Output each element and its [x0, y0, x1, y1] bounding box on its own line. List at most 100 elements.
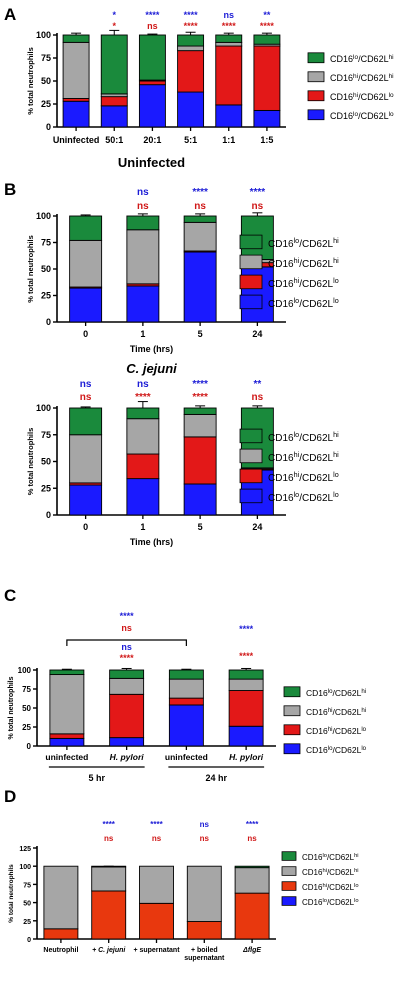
- bar-segment-gray: [183, 221, 217, 252]
- legend-label: CD16hi/CD62Lhi: [302, 868, 359, 877]
- x-category-label: 5:1: [184, 135, 197, 145]
- x-category-label: uninfected: [165, 752, 208, 762]
- bar-segment-red: [100, 96, 128, 107]
- bar-segment-green: [91, 865, 127, 868]
- x-category-label: 5: [198, 329, 203, 339]
- bar-segment-green: [138, 34, 166, 81]
- bar-segment-blue: [69, 287, 103, 323]
- bar-segment-blue: [126, 285, 160, 323]
- bar-segment-green: [253, 34, 281, 45]
- bar-segment-red: [49, 733, 85, 739]
- bar-segment-red: [138, 80, 166, 86]
- chart-panel-b: 0 25 50 75 100 % total neutrophils 0 1 ns ns 5 ****…: [26, 155, 339, 354]
- bar-segment-blue: [100, 105, 128, 128]
- bar-segment-blue: [253, 109, 281, 128]
- significance-label-red: ns: [104, 834, 114, 843]
- legend-swatch-gray: [281, 866, 297, 876]
- bar-segment-gray: [43, 865, 79, 930]
- legend-swatch-red: [307, 90, 325, 102]
- bar-segment-gray: [186, 865, 222, 922]
- legend-label: CD16lo/CD62Lhi: [268, 236, 339, 251]
- significance-label-red: ns: [194, 201, 206, 212]
- legend-label: CD16lo/CD62Llo: [268, 490, 339, 505]
- y-axis-label: % total neutrophils: [26, 47, 35, 115]
- y-tick-label: 100: [19, 864, 31, 871]
- legend-label: CD16hi/CD62Lhi: [268, 450, 339, 465]
- bar-segment-green: [62, 34, 90, 43]
- bar-segment-gray: [49, 674, 85, 735]
- bar-segment-green: [126, 407, 160, 420]
- x-category-label: 5: [198, 522, 203, 532]
- significance-label-red: ****: [260, 21, 275, 31]
- bar-segment-green: [49, 669, 85, 676]
- y-tick-label: 50: [22, 704, 31, 713]
- bar-segment-red: [215, 45, 243, 106]
- x-axis-label: Time (hrs): [130, 537, 173, 547]
- chart-panel-d: 0 25 50 75 100 125 % total neutrophils Neutroph…: [8, 820, 359, 962]
- legend-label: CD16hi/CD62Llo: [330, 92, 394, 103]
- bar-segment-red: [253, 45, 281, 111]
- significance-label-blue: ****: [192, 187, 208, 198]
- legend-label: CD16hi/CD62Llo: [268, 276, 339, 291]
- bar-segment-green: [183, 407, 217, 415]
- legend-swatch-gray: [307, 71, 325, 83]
- chart-panel-a: 0 25 50 75 100% total neutrophils Uninfected 5…: [26, 10, 394, 145]
- bar-segment-gray: [69, 239, 103, 288]
- x-category-label: 1: [140, 329, 145, 339]
- significance-label-blue: ns: [200, 820, 210, 829]
- significance-label-blue: ns: [80, 379, 92, 390]
- legend-swatch-blue: [239, 294, 263, 310]
- y-axis-label: % total neutrophils: [26, 428, 35, 496]
- significance-label-blue: ns: [223, 10, 234, 20]
- bar-segment-gray: [109, 677, 145, 695]
- bar-segment-green: [234, 865, 270, 869]
- y-tick-label: 50: [41, 457, 51, 467]
- panel-letter-a: A: [4, 5, 16, 24]
- bar-segment-blue: [69, 484, 103, 516]
- bar-segment-red: [177, 50, 205, 93]
- bar-segment-green: [228, 669, 264, 680]
- bracket-significance-blue: ****: [120, 611, 135, 621]
- bar-segment-blue: [168, 704, 204, 747]
- bar-segment-red: [168, 697, 204, 706]
- chart-title: Uninfected: [118, 155, 185, 170]
- x-axis-label: Time (hrs): [130, 344, 173, 354]
- legend-label: CD16lo/CD62Llo: [302, 898, 359, 907]
- bar-segment-gray: [69, 434, 103, 484]
- bar-segment-green: [109, 669, 145, 679]
- bar-segment-red: [126, 453, 160, 480]
- significance-label-red: ns: [147, 21, 158, 31]
- bar-segment-blue: [62, 100, 90, 128]
- x-category-label: 50:1: [105, 135, 123, 145]
- significance-label-red: ****: [239, 651, 254, 661]
- x-category-label: 1:1: [222, 135, 235, 145]
- bar-segment-gray: [177, 45, 205, 52]
- significance-label-blue: ns: [121, 642, 132, 652]
- bar-segment-green: [69, 215, 103, 241]
- x-category-label: 24: [252, 522, 262, 532]
- x-category-label: Neutrophil: [43, 947, 78, 954]
- legend-label: CD16lo/CD62Lhi: [330, 54, 394, 65]
- legend-label: CD16hi/CD62Llo: [268, 470, 339, 485]
- significance-label-red: ****: [135, 392, 151, 403]
- legend-swatch-orange_red: [281, 881, 297, 891]
- panel-letter-b: B: [4, 180, 16, 199]
- bar-segment-red: [109, 693, 145, 739]
- legend-label: CD16lo/CD62Lhi: [302, 853, 359, 862]
- bar-segment-green: [183, 215, 217, 223]
- legend-swatch-red: [239, 274, 263, 290]
- legend-label: CD16hi/CD62Lhi: [330, 73, 394, 84]
- y-tick-label: 75: [23, 882, 31, 889]
- legend-swatch-green: [307, 52, 325, 64]
- y-tick-label: 0: [46, 510, 51, 520]
- significance-label-blue: ****: [239, 624, 254, 634]
- legend-swatch-gray: [239, 448, 263, 464]
- significance-label-blue: ****: [192, 379, 208, 390]
- panel-letter-c: C: [4, 586, 16, 605]
- significance-label-red: ns: [252, 201, 264, 212]
- y-tick-label: 100: [36, 30, 51, 40]
- legend-label: CD16hi/CD62Llo: [302, 883, 359, 892]
- y-tick-label: 75: [41, 53, 51, 63]
- bar-segment-blue: [109, 737, 145, 747]
